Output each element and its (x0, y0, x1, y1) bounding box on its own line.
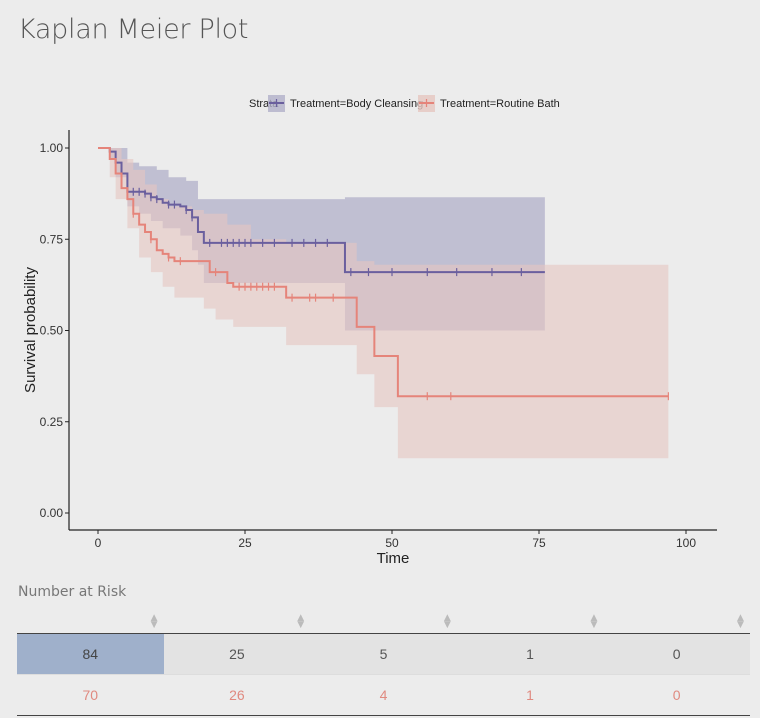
x-tick-label: 25 (238, 536, 252, 550)
y-tick-label: 0.25 (40, 415, 64, 429)
kaplan-meier-chart: 0.00 0.25 0.50 0.75 1.00 0 25 50 75 100 Time Surviv… (22, 95, 717, 567)
confidence-bands (98, 148, 669, 459)
table-cell[interactable]: 70 (17, 675, 164, 715)
sort-icon[interactable]: ▲ ▼ (590, 613, 598, 630)
x-tick-label: 100 (676, 536, 696, 550)
y-tick-label: 1.00 (40, 141, 64, 155)
x-axis-label: Time (377, 550, 410, 567)
y-axis-label: Survival probability (22, 267, 39, 393)
table-cell[interactable]: 5 (310, 634, 457, 674)
risk-table-header: ▲ ▼ ▲ ▼ ▲ ▼ ▲ ▼ ▲ ▼ (17, 612, 750, 634)
table-cell[interactable]: 1 (456, 675, 604, 715)
survival-curves (98, 147, 669, 401)
table-row[interactable]: 84 25 5 1 0 (17, 634, 750, 674)
column-header[interactable]: ▲ ▼ (164, 612, 311, 633)
x-tick-label: 75 (532, 536, 546, 550)
table-cell[interactable]: 1 (456, 634, 604, 674)
column-header[interactable]: ▲ ▼ (457, 612, 604, 633)
sort-icon[interactable]: ▲ ▼ (297, 613, 305, 630)
column-header[interactable]: ▲ ▼ (17, 612, 164, 633)
sort-icon[interactable]: ▲ ▼ (443, 613, 451, 630)
page-title: Kaplan Meier Plot (18, 14, 249, 45)
y-tick-label: 0.00 (40, 506, 64, 520)
x-tick-label: 50 (385, 536, 399, 550)
survival-curve-body-cleansing (98, 147, 545, 274)
column-header[interactable]: ▲ ▼ (310, 612, 457, 633)
y-tick-label: 0.75 (40, 232, 64, 246)
table-cell[interactable]: 0 (603, 634, 750, 674)
table-row[interactable]: 70 26 4 1 0 (17, 674, 750, 716)
legend-entry: Treatment=Body Cleansing (290, 98, 423, 110)
column-header[interactable]: ▲ ▼ (603, 612, 750, 633)
legend-entry: Treatment=Routine Bath (440, 98, 560, 110)
table-cell[interactable]: 0 (603, 675, 750, 715)
x-tick-label: 0 (95, 536, 102, 550)
table-cell[interactable]: 26 (163, 675, 311, 715)
risk-table: ▲ ▼ ▲ ▼ ▲ ▼ ▲ ▼ ▲ ▼ 84 25 5 1 0 70 26 4 1 0 (17, 612, 750, 716)
sort-icon[interactable]: ▲ ▼ (737, 613, 744, 630)
sort-icon[interactable]: ▲ ▼ (150, 613, 158, 630)
confidence-band-routine-bath (98, 148, 669, 459)
table-cell[interactable]: 4 (310, 675, 457, 715)
legend: Strata Treatment=Body Cleansing Treatment=… (249, 95, 560, 112)
table-cell[interactable]: 84 (17, 634, 164, 674)
risk-section-label: Number at Risk (18, 584, 127, 600)
table-cell[interactable]: 25 (163, 634, 311, 674)
y-tick-label: 0.50 (40, 324, 64, 338)
